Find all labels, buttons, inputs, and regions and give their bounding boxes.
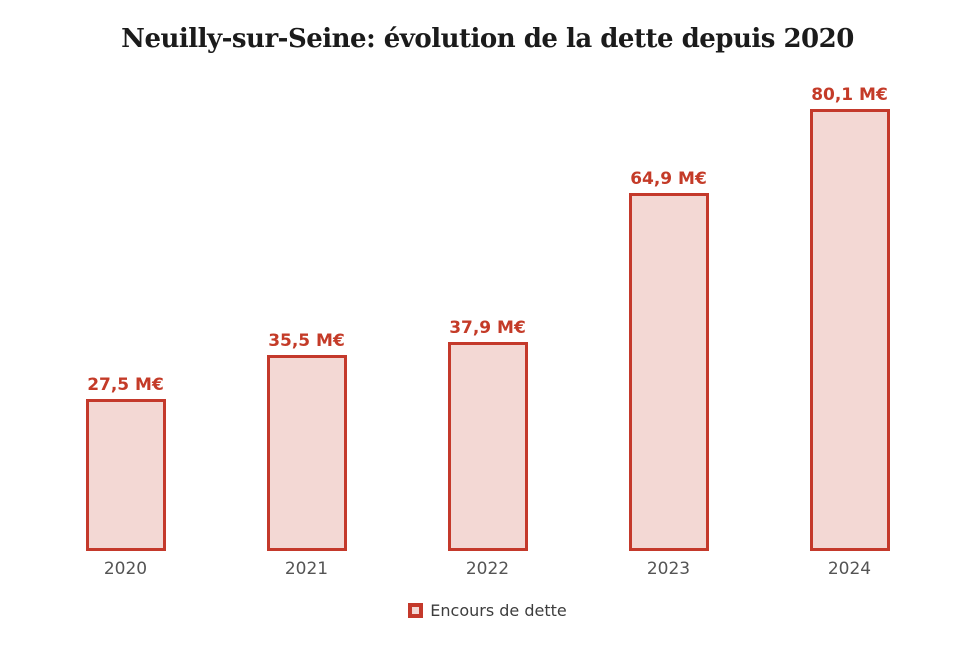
x-axis-label-2023: 2023 (646, 559, 691, 579)
bar-group-2021: 35,5 M€ 2021 (266, 331, 347, 579)
bar-group-2020: 27,5 M€ 2020 (85, 375, 166, 579)
x-axis-label-2021: 2021 (284, 559, 329, 579)
bar-value-label-2022: 37,9 M€ (449, 318, 526, 338)
legend-marker-icon (408, 603, 424, 618)
chart-title: Neuilly-sur-Seine: évolution de la dette… (121, 24, 854, 54)
bar-value-label-2024: 80,1 M€ (811, 85, 888, 105)
bar-group-2022: 37,9 M€ 2022 (447, 318, 528, 579)
legend-label: Encours de dette (430, 601, 567, 620)
bar-value-label-2020: 27,5 M€ (87, 375, 164, 395)
bar-2024 (809, 109, 890, 551)
bar-2021 (266, 355, 347, 551)
bar-value-label-2023: 64,9 M€ (630, 169, 707, 189)
legend: Encours de dette (0, 601, 975, 620)
x-axis-label-2024: 2024 (827, 559, 872, 579)
bar-2020 (85, 399, 166, 551)
debt-evolution-chart: Neuilly-sur-Seine: évolution de la dette… (0, 24, 975, 652)
x-axis-label-2020: 2020 (103, 559, 148, 579)
bar-2022 (447, 342, 528, 551)
x-axis-label-2022: 2022 (465, 559, 510, 579)
bar-group-2023: 64,9 M€ 2023 (628, 169, 709, 579)
bar-value-label-2021: 35,5 M€ (268, 331, 345, 351)
bar-group-2024: 80,1 M€ 2024 (809, 85, 890, 579)
bar-2023 (628, 193, 709, 551)
bar-plot-area: 27,5 M€ 2020 35,5 M€ 2021 37,9 M€ 2022 6… (0, 86, 975, 579)
